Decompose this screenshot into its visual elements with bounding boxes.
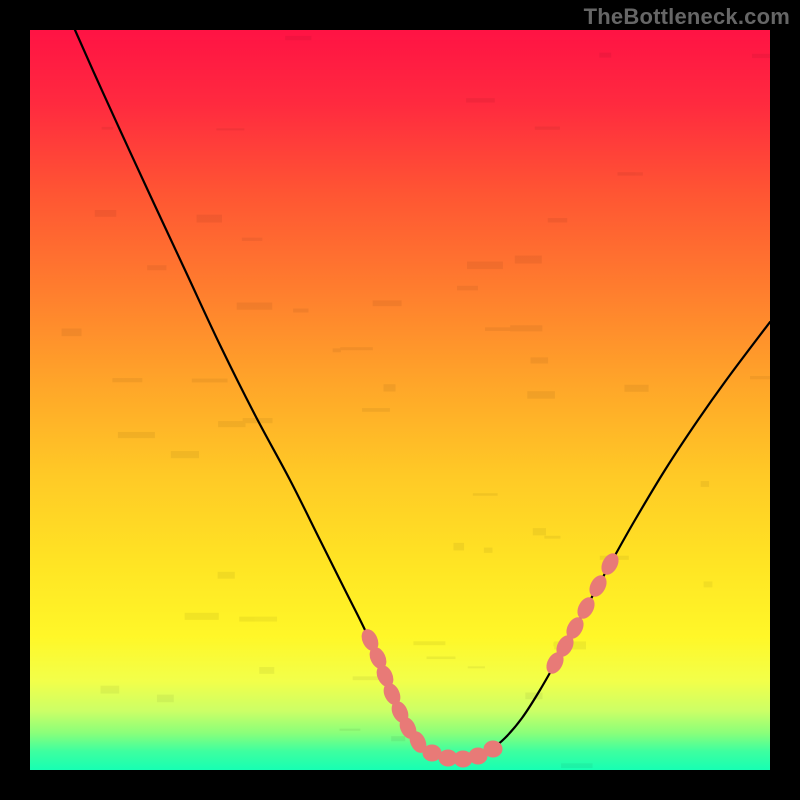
- plot-background: [30, 30, 770, 770]
- bottleneck-chart-svg: [0, 0, 800, 800]
- chart-canvas: TheBottleneck.com: [0, 0, 800, 800]
- watermark-text: TheBottleneck.com: [584, 4, 790, 30]
- curve-marker: [484, 741, 502, 757]
- curve-marker: [423, 745, 441, 761]
